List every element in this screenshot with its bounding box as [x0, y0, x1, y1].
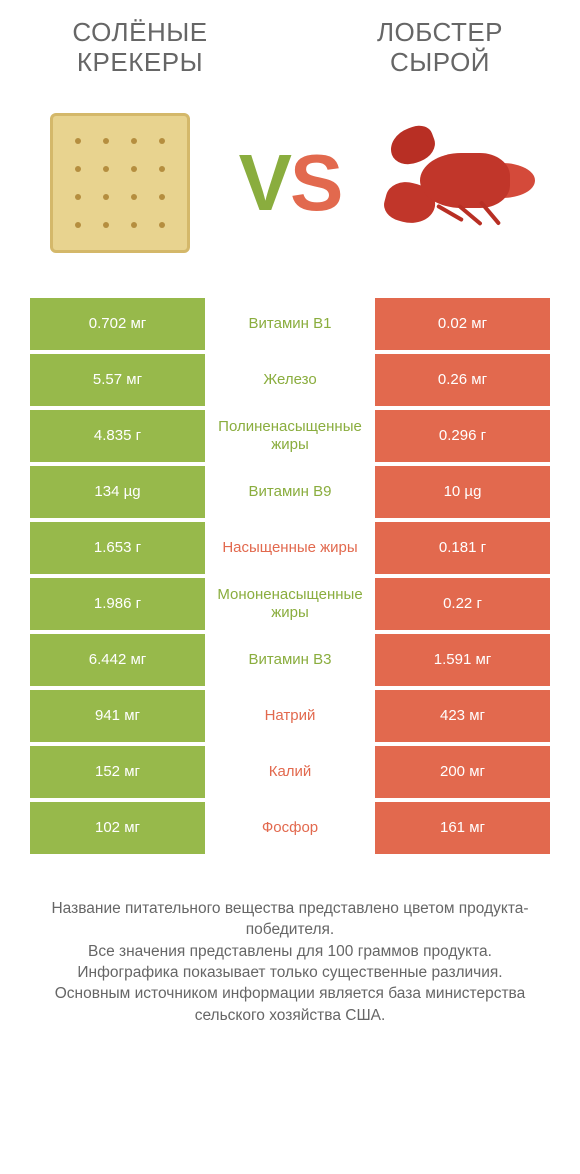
nutrient-label: Полиненасыщенные жиры — [205, 410, 375, 462]
nutrient-label: Мононенасыщенные жиры — [205, 578, 375, 630]
images-row: VS — [0, 78, 580, 298]
table-row: 0.702 мгВитамин B10.02 мг — [30, 298, 550, 350]
nutrient-label: Витамин B3 — [205, 634, 375, 686]
footer-line: Все значения представлены для 100 граммо… — [24, 941, 556, 962]
left-value: 6.442 мг — [30, 634, 205, 686]
table-row: 1.653 гНасыщенные жиры0.181 г — [30, 522, 550, 574]
table-row: 941 мгНатрий423 мг — [30, 690, 550, 742]
lobster-icon — [380, 123, 540, 243]
table-row: 134 µgВитамин B910 µg — [30, 466, 550, 518]
nutrient-label: Натрий — [205, 690, 375, 742]
footer-line: Основным источником информации является … — [24, 983, 556, 1026]
right-value: 0.02 мг — [375, 298, 550, 350]
left-value: 102 мг — [30, 802, 205, 854]
right-value: 423 мг — [375, 690, 550, 742]
right-title: ЛОБСТЕР СЫРОЙ — [330, 18, 550, 78]
comparison-table: 0.702 мгВитамин B10.02 мг5.57 мгЖелезо0.… — [0, 298, 580, 854]
right-value: 0.181 г — [375, 522, 550, 574]
table-row: 4.835 гПолиненасыщенные жиры0.296 г — [30, 410, 550, 462]
nutrient-label: Фосфор — [205, 802, 375, 854]
nutrient-label: Железо — [205, 354, 375, 406]
cracker-icon — [50, 113, 190, 253]
right-value: 0.22 г — [375, 578, 550, 630]
left-image — [40, 103, 200, 263]
footer-line: Инфографика показывает только существенн… — [24, 962, 556, 983]
vs-v: V — [239, 138, 290, 227]
footer-line: Название питательного вещества представл… — [24, 898, 556, 941]
table-row: 5.57 мгЖелезо0.26 мг — [30, 354, 550, 406]
footer-notes: Название питательного вещества представл… — [0, 858, 580, 1026]
left-value: 152 мг — [30, 746, 205, 798]
nutrient-label: Калий — [205, 746, 375, 798]
nutrient-label: Насыщенные жиры — [205, 522, 375, 574]
right-value: 1.591 мг — [375, 634, 550, 686]
right-image — [380, 103, 540, 263]
left-value: 0.702 мг — [30, 298, 205, 350]
titles-row: СОЛЁНЫЕ КРЕКЕРЫ ЛОБСТЕР СЫРОЙ — [0, 0, 580, 78]
table-row: 152 мгКалий200 мг — [30, 746, 550, 798]
left-value: 1.653 г — [30, 522, 205, 574]
table-row: 1.986 гМононенасыщенные жиры0.22 г — [30, 578, 550, 630]
right-value: 10 µg — [375, 466, 550, 518]
nutrient-label: Витамин B9 — [205, 466, 375, 518]
right-value: 0.296 г — [375, 410, 550, 462]
left-title: СОЛЁНЫЕ КРЕКЕРЫ — [30, 18, 250, 78]
left-value: 1.986 г — [30, 578, 205, 630]
left-value: 941 мг — [30, 690, 205, 742]
vs-s: S — [290, 138, 341, 227]
right-value: 161 мг — [375, 802, 550, 854]
vs-label: VS — [239, 143, 342, 223]
table-row: 102 мгФосфор161 мг — [30, 802, 550, 854]
right-value: 200 мг — [375, 746, 550, 798]
left-value: 4.835 г — [30, 410, 205, 462]
left-value: 134 µg — [30, 466, 205, 518]
nutrient-label: Витамин B1 — [205, 298, 375, 350]
left-value: 5.57 мг — [30, 354, 205, 406]
right-value: 0.26 мг — [375, 354, 550, 406]
table-row: 6.442 мгВитамин B31.591 мг — [30, 634, 550, 686]
